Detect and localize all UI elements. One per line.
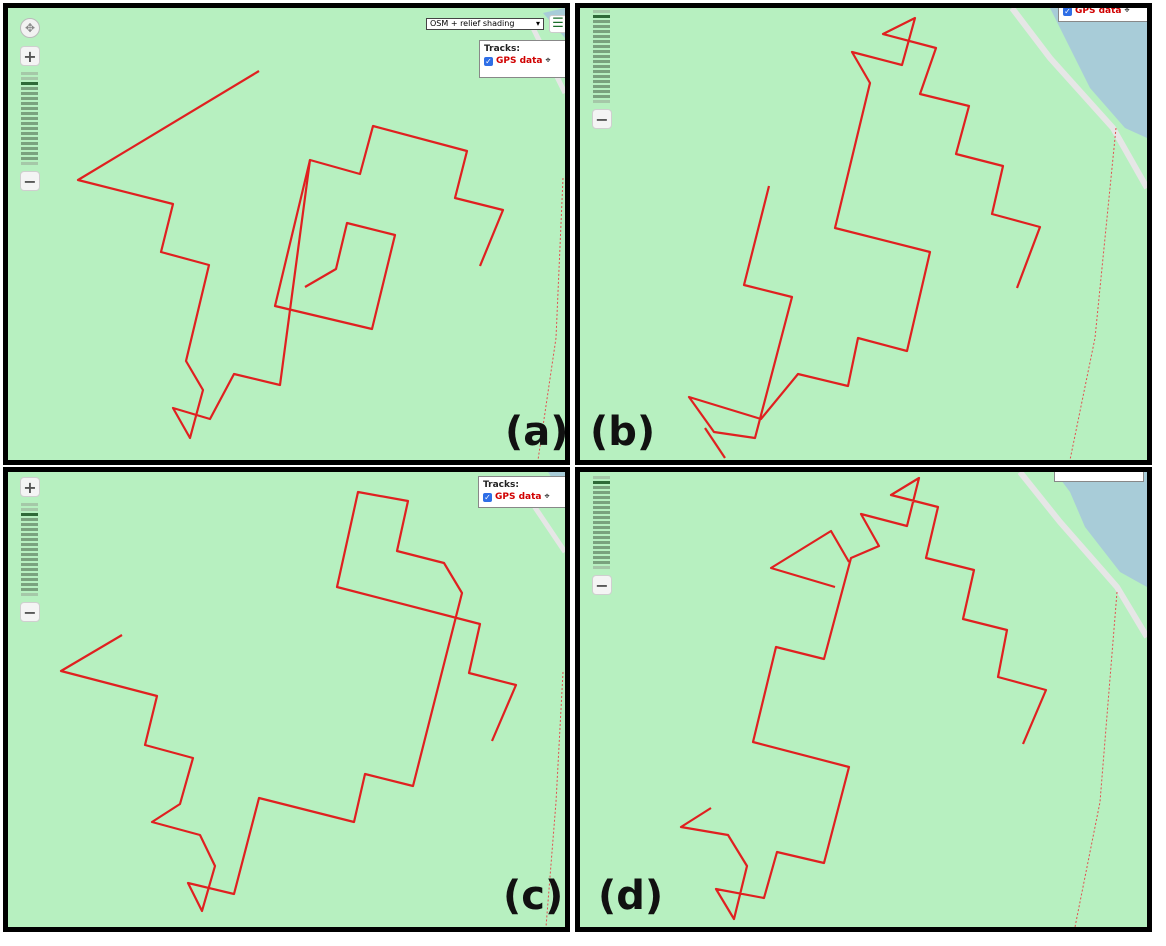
road-d [1017, 472, 1147, 639]
gps-track-a [76, 70, 505, 440]
layer-switcher-c: Tracks: ✓ GPS data ⌖ [478, 476, 565, 508]
locate-icon[interactable]: ⌖ [544, 492, 550, 502]
gps-track-b [687, 16, 1042, 440]
water-d [1055, 472, 1147, 587]
panel-label-b: (b) [590, 409, 656, 455]
map-canvas-c[interactable] [8, 472, 565, 927]
gps-layer-label: GPS data [496, 56, 543, 66]
zoom-out-button[interactable]: − [20, 602, 40, 622]
chevron-down-icon: ▾ [535, 19, 540, 28]
zoom-in-button[interactable]: + [20, 46, 40, 66]
layer-switcher-a: Tracks: ✓ GPS data ⌖ [479, 40, 565, 78]
gps-layer-checkbox[interactable]: ✓ [483, 492, 492, 502]
layer-switcher-b: ✓ GPS data ⌖ [1058, 6, 1147, 22]
gps-track-d-triangle [769, 529, 850, 589]
gps-layer-checkbox[interactable]: ✓ [484, 56, 493, 66]
zoom-slider[interactable] [21, 503, 42, 596]
panel-label-c: (c) [503, 873, 564, 919]
map-canvas-b[interactable] [580, 8, 1147, 460]
layer-switcher-title: Tracks: [484, 44, 520, 54]
map-panel-d[interactable]: − (d) [575, 467, 1152, 932]
zoom-control-a[interactable]: + − [20, 46, 42, 191]
locate-icon[interactable]: ⌖ [1124, 6, 1130, 16]
map-canvas-d[interactable] [580, 472, 1147, 927]
trail-a [537, 177, 564, 460]
map-panel-b[interactable]: − ✓ GPS data ⌖ (b) [575, 3, 1152, 465]
water-b [1050, 8, 1147, 138]
road-b [1009, 8, 1147, 190]
zoom-slider[interactable] [593, 10, 614, 103]
basemap-select-value: OSM + relief shading [430, 19, 515, 28]
layer-switcher-title: Tracks: [483, 480, 519, 490]
zoom-control-c[interactable]: + − [20, 477, 42, 622]
gps-track-c [59, 490, 518, 913]
layer-switcher-d [1054, 472, 1144, 482]
gps-layer-checkbox[interactable]: ✓ [1063, 6, 1072, 16]
zoom-in-button[interactable]: + [20, 477, 40, 497]
zoom-control-b[interactable]: − [592, 10, 614, 129]
menu-icon[interactable]: ☰ [549, 15, 565, 33]
gps-layer-label: GPS data [495, 492, 542, 502]
gps-layer-label: GPS data [1075, 6, 1122, 16]
zoom-slider[interactable] [21, 72, 42, 165]
zoom-out-button[interactable]: − [592, 575, 612, 595]
gps-track-d [679, 476, 1048, 921]
pan-icon[interactable]: ✥ [20, 18, 40, 38]
zoom-out-button[interactable]: − [20, 171, 40, 191]
trail-c [545, 671, 564, 927]
gps-track-b-tail [704, 427, 726, 459]
gps-track-a-inner [273, 159, 397, 331]
map-panel-c[interactable]: + − Tracks: ✓ GPS data ⌖ (c) [3, 467, 570, 932]
panel-label-d: (d) [598, 873, 664, 919]
basemap-select[interactable]: OSM + relief shading ▾ [426, 18, 544, 30]
zoom-out-button[interactable]: − [592, 109, 612, 129]
map-panel-a[interactable]: ✥ + − OSM + relief shading ▾ ☰ Tracks: ✓… [3, 3, 570, 465]
zoom-slider[interactable] [593, 476, 614, 569]
locate-icon[interactable]: ⌖ [545, 56, 551, 66]
panel-label-a: (a) [505, 409, 569, 455]
zoom-control-d[interactable]: − [592, 476, 614, 595]
